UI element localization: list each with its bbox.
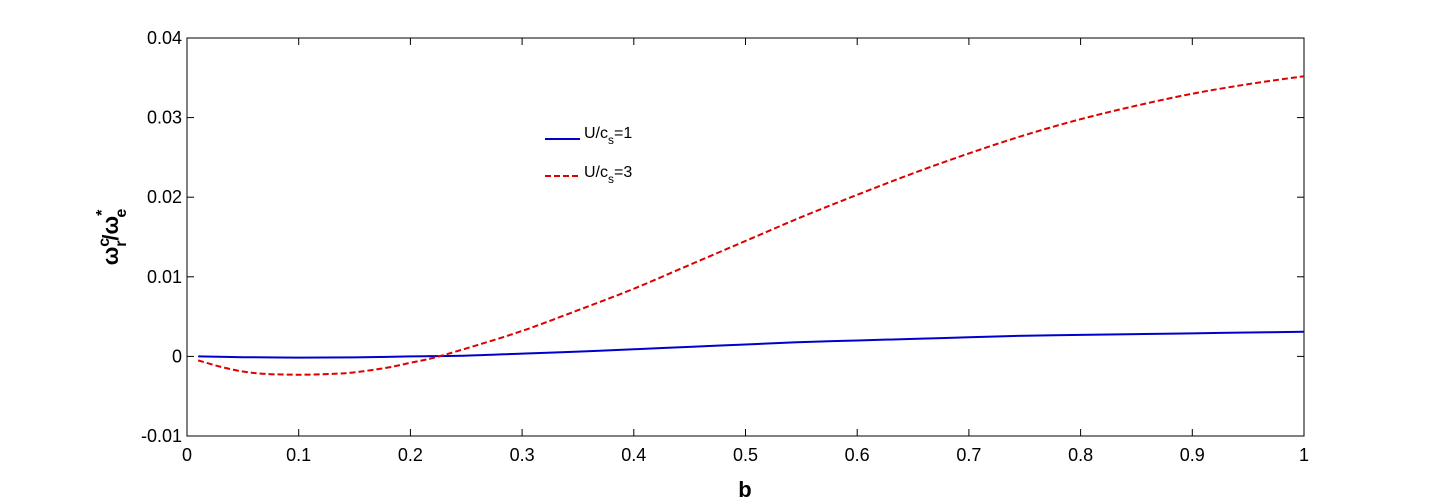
y-axis-title-sub2: e [113, 209, 130, 218]
x-tick-label: 0.1 [286, 445, 311, 465]
x-tick-label: 0.2 [398, 445, 423, 465]
series-lines [197, 75, 1305, 376]
legend-label-series-2: U/cs=3 [584, 164, 632, 186]
series-line-1 [198, 330, 1305, 359]
series-line-2 [197, 75, 1305, 376]
x-tick-label: 0.9 [1180, 445, 1205, 465]
y-axis-title-slash: / [98, 234, 123, 240]
plot-area [186, 37, 1305, 437]
axis-ticks: 0 0.1 0.2 0.3 0.4 0.5 0.6 0.7 0.8 0.9 1-0.0100.010… [141, 28, 1309, 465]
legend-label-series-1: U/cs=1 [584, 125, 632, 147]
y-axis-title-sup: c [96, 238, 113, 247]
y-axis-title-sup2: * [94, 209, 111, 216]
y-tick-label: 0.04 [147, 28, 182, 48]
y-tick-label: 0.01 [147, 267, 182, 287]
x-axis-title: b [738, 477, 751, 502]
y-axis-title-sub: r [113, 241, 130, 247]
y-axis-title-base2: ω [98, 216, 123, 235]
x-tick-label: 0.5 [733, 445, 758, 465]
x-tick-label: 1 [1299, 445, 1309, 465]
x-tick-label: 0 [182, 445, 192, 465]
y-axis-title-base: ω [98, 247, 123, 266]
y-tick-label: 0.02 [147, 187, 182, 207]
y-axis-title: ωcr/ω* e [94, 209, 130, 266]
x-tick-label: 0.8 [1068, 445, 1093, 465]
svg-text:ωcr/ω*e: ωcr/ω* e [94, 209, 130, 266]
y-tick-label: 0 [172, 346, 182, 366]
legend: U/cs=1 U/cs=3 [545, 125, 632, 186]
y-tick-label: -0.01 [141, 426, 182, 446]
x-tick-label: 0.3 [510, 445, 535, 465]
x-tick-label: 0.6 [845, 445, 870, 465]
y-tick-label: 0.03 [147, 108, 182, 128]
x-tick-label: 0.4 [621, 445, 646, 465]
x-tick-label: 0.7 [956, 445, 981, 465]
